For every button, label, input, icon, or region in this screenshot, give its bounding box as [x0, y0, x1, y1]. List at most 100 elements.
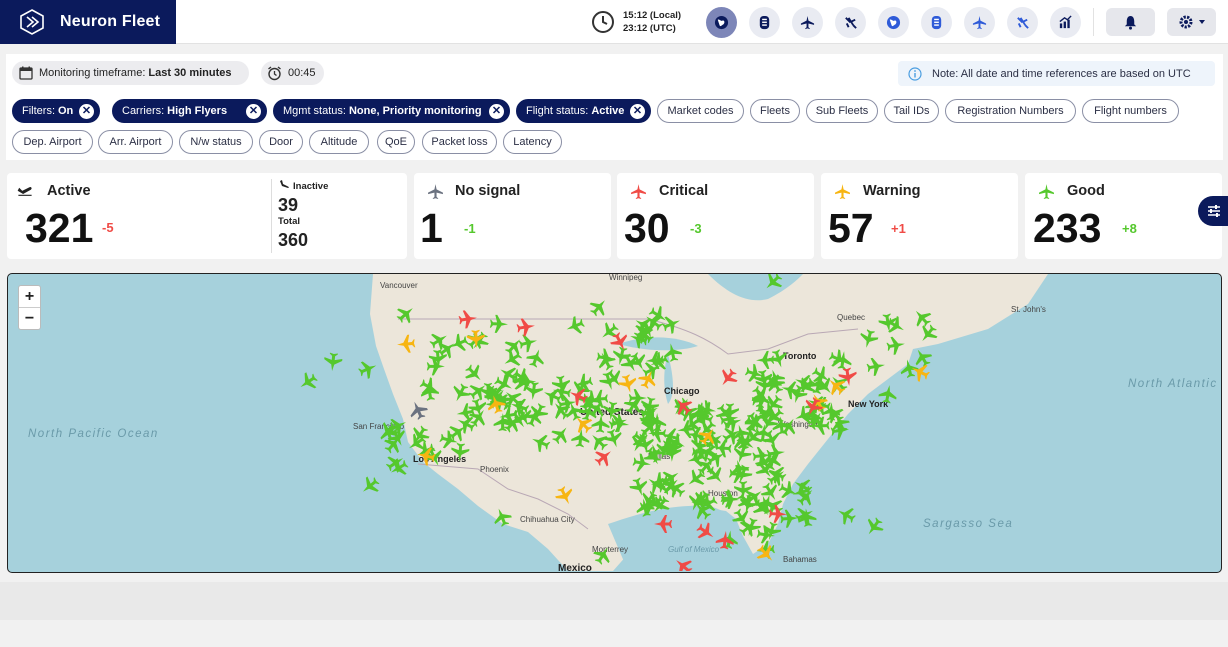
aircraft-good[interactable] — [755, 375, 774, 395]
aircraft-good[interactable] — [524, 381, 544, 401]
nav-analytics-button[interactable] — [1050, 7, 1081, 38]
aircraft-good[interactable] — [760, 520, 782, 542]
registration-numbers-chip[interactable]: Registration Numbers — [945, 99, 1076, 123]
aircraft-good[interactable] — [734, 489, 759, 514]
aircraft-good[interactable] — [626, 350, 651, 375]
nav-flight-link-button-2[interactable] — [1007, 7, 1038, 38]
aircraft-good[interactable] — [454, 412, 478, 436]
aircraft-good[interactable] — [490, 505, 513, 528]
aircraft-good[interactable] — [602, 366, 627, 391]
aircraft-good[interactable] — [756, 525, 776, 545]
aircraft-critical[interactable] — [670, 393, 695, 418]
aircraft-good[interactable] — [659, 436, 680, 457]
warning-card[interactable]: Warning 57 +1 — [821, 173, 1018, 259]
aircraft-critical[interactable] — [654, 515, 672, 533]
aircraft-good[interactable] — [635, 434, 656, 455]
aircraft-good[interactable] — [508, 395, 531, 418]
aircraft-good[interactable] — [640, 358, 664, 382]
aircraft-good[interactable] — [455, 402, 476, 423]
aircraft-good[interactable] — [790, 481, 812, 503]
aircraft-good[interactable] — [639, 396, 661, 418]
aircraft-good[interactable] — [557, 393, 578, 414]
aircraft-good[interactable] — [618, 351, 642, 375]
aircraft-good[interactable] — [580, 389, 602, 411]
tail-ids-chip[interactable]: Tail IDs — [884, 99, 939, 123]
aircraft-good[interactable] — [591, 414, 610, 433]
aircraft-good[interactable] — [665, 431, 689, 455]
aircraft-good[interactable] — [489, 314, 509, 334]
aircraft-good[interactable] — [793, 503, 817, 527]
aircraft-good[interactable] — [792, 404, 815, 427]
aircraft-good[interactable] — [753, 369, 774, 390]
timeframe-selector[interactable]: Monitoring timeframe: Last 30 minutes — [12, 61, 249, 85]
aircraft-critical[interactable] — [608, 330, 632, 354]
aircraft-good[interactable] — [878, 313, 899, 334]
aircraft-good[interactable] — [676, 419, 696, 439]
aircraft-good[interactable] — [522, 405, 545, 428]
aircraft-good[interactable] — [601, 401, 622, 422]
aircraft-good[interactable] — [827, 347, 851, 371]
aircraft-good[interactable] — [809, 363, 834, 388]
aircraft-good[interactable] — [898, 357, 920, 379]
active-card[interactable]: Active 321 -5 Inactive 39 Total 360 — [7, 173, 407, 259]
close-icon[interactable]: ✕ — [630, 104, 645, 119]
aircraft-good[interactable] — [500, 385, 525, 410]
aircraft-warning[interactable] — [415, 445, 437, 467]
aircraft-warning[interactable] — [806, 390, 830, 414]
aircraft-good[interactable] — [683, 466, 708, 491]
aircraft-good[interactable] — [756, 540, 776, 560]
aircraft-warning[interactable] — [617, 373, 639, 395]
aircraft-good[interactable] — [693, 407, 715, 429]
aircraft-good[interactable] — [493, 413, 512, 432]
aircraft-good[interactable] — [611, 345, 633, 367]
aircraft-good[interactable] — [760, 428, 784, 452]
aircraft-good[interactable] — [404, 431, 429, 456]
aircraft-good[interactable] — [419, 381, 440, 402]
nav-globe-button-2[interactable] — [878, 7, 909, 38]
aircraft-good[interactable] — [811, 416, 830, 436]
aircraft-good[interactable] — [479, 382, 498, 402]
aircraft-good[interactable] — [777, 479, 801, 503]
aircraft-good[interactable] — [808, 374, 829, 395]
aircraft-good[interactable] — [551, 381, 572, 402]
aircraft-good[interactable] — [729, 458, 751, 480]
aircraft-good[interactable] — [496, 362, 521, 387]
mgmt-status-filter-chip[interactable]: Mgmt status: None, Priority monitoring ✕ — [273, 99, 510, 123]
aircraft-good[interactable] — [730, 422, 752, 444]
aircraft-good[interactable] — [381, 431, 406, 456]
aircraft-good[interactable] — [751, 388, 772, 409]
nav-connectivity-button-2[interactable] — [921, 7, 952, 38]
aircraft-good[interactable] — [602, 427, 625, 450]
filter-toggle-chip[interactable]: Filters: On ✕ — [12, 99, 100, 123]
aircraft-critical[interactable] — [838, 367, 858, 387]
map-canvas[interactable]: Vancouver Winnipeg Quebec St. John's Tor… — [8, 274, 1220, 571]
aircraft-no-signal[interactable] — [406, 398, 430, 422]
aircraft-good[interactable] — [448, 381, 472, 405]
aircraft-good[interactable] — [909, 305, 934, 330]
aircraft-good[interactable] — [525, 346, 548, 369]
aircraft-good[interactable] — [467, 397, 489, 419]
aircraft-critical[interactable] — [566, 384, 590, 408]
aircraft-good[interactable] — [407, 423, 432, 448]
aircraft-good[interactable] — [641, 444, 666, 469]
aircraft-good[interactable] — [632, 453, 653, 474]
aircraft-good[interactable] — [296, 370, 321, 395]
aircraft-good[interactable] — [753, 423, 773, 443]
aircraft-warning[interactable] — [823, 373, 848, 398]
aircraft-good[interactable] — [756, 350, 775, 370]
aircraft-good[interactable] — [758, 480, 783, 505]
aircraft-warning[interactable] — [466, 329, 486, 349]
aircraft-critical[interactable] — [768, 504, 788, 524]
aircraft-warning[interactable] — [485, 393, 507, 415]
aircraft-good[interactable] — [640, 412, 660, 432]
critical-card[interactable]: Critical 30 -3 — [617, 173, 814, 259]
aircraft-warning[interactable] — [636, 367, 660, 391]
door-chip[interactable]: Door — [259, 130, 303, 154]
aircraft-good[interactable] — [637, 488, 662, 513]
settings-button[interactable] — [1167, 8, 1216, 36]
aircraft-good[interactable] — [910, 345, 935, 370]
aircraft-good[interactable] — [720, 403, 740, 422]
aircraft-good[interactable] — [393, 301, 418, 326]
aircraft-good[interactable] — [721, 411, 744, 434]
aircraft-good[interactable] — [597, 319, 622, 344]
